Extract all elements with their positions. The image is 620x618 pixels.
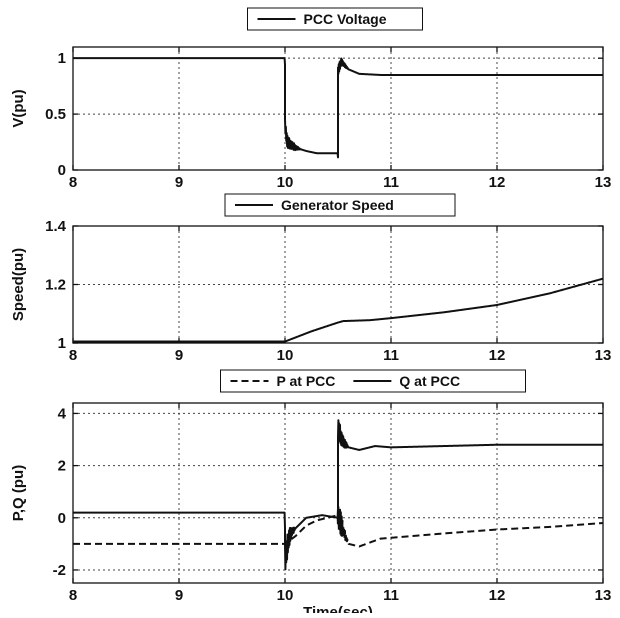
y-tick-label: 0	[58, 162, 66, 179]
y-axis-label: V(pu)	[10, 89, 27, 127]
legend-entry: P at PCC	[277, 373, 336, 389]
legend: PCC Voltage	[247, 7, 423, 31]
legend: Generator Speed	[224, 193, 456, 217]
x-tick-label: 8	[69, 587, 77, 604]
legend-entry: Q at PCC	[399, 373, 460, 389]
plot-frame	[72, 402, 604, 584]
subplot-1: 8 9 10 11 12 13 0 0.5 1 V(pu) PCC Voltage	[10, 7, 612, 191]
x-tick-label: 13	[595, 347, 612, 364]
y-tick-label: 1	[58, 50, 66, 67]
legend-entry: Generator Speed	[281, 197, 394, 213]
y-axis-label: P,Q (pu)	[10, 465, 27, 521]
subplot-3: 8 9 10 11 12 13 -2 0 2 4 P,Q (pu) Time(sec) P at PCC…	[10, 369, 612, 618]
x-tick-label: 10	[277, 174, 294, 191]
y-tick-label: -2	[53, 562, 66, 579]
x-tick-label: 11	[383, 174, 399, 191]
x-tick-label: 12	[489, 174, 506, 191]
y-axis-label: Speed(pu)	[10, 248, 27, 321]
legend-box	[224, 193, 456, 217]
x-tick-label: 8	[69, 174, 77, 191]
x-tick-label: 11	[383, 587, 399, 604]
y-tick-label: 1	[58, 335, 66, 352]
y-tick-label: 1.2	[45, 277, 66, 294]
x-tick-label: 8	[69, 347, 77, 364]
y-tick-label: 4	[58, 405, 67, 422]
y-tick-label: 2	[58, 458, 66, 475]
x-tick-label: 11	[383, 347, 399, 364]
y-tick-label: 1.4	[45, 218, 67, 235]
legend-box	[247, 7, 423, 31]
series-line-pcc-voltage	[72, 57, 604, 159]
x-tick-label: 10	[277, 587, 294, 604]
x-tick-label: 10	[277, 347, 294, 364]
subplot-2: 8 9 10 11 12 13 1 1.2 1.4 Speed(pu) Generator Spee…	[10, 193, 612, 364]
x-tick-label: 9	[175, 174, 183, 191]
plot-frame	[72, 46, 604, 171]
legend-entry: PCC Voltage	[304, 11, 387, 27]
y-tick-label: 0	[58, 510, 66, 527]
x-tick-label: 13	[595, 174, 612, 191]
y-tick-label: 0.5	[45, 106, 66, 123]
x-tick-label: 9	[175, 587, 183, 604]
x-tick-label: 9	[175, 347, 183, 364]
series-line-q-at-pcc	[72, 419, 604, 571]
x-axis-label: Time(sec)	[303, 604, 373, 613]
legend: P at PCC Q at PCC	[220, 369, 526, 393]
x-tick-label: 12	[489, 347, 506, 364]
x-tick-label: 13	[595, 587, 612, 604]
series-line-generator-speed	[72, 277, 604, 343]
x-tick-label: 12	[489, 587, 506, 604]
